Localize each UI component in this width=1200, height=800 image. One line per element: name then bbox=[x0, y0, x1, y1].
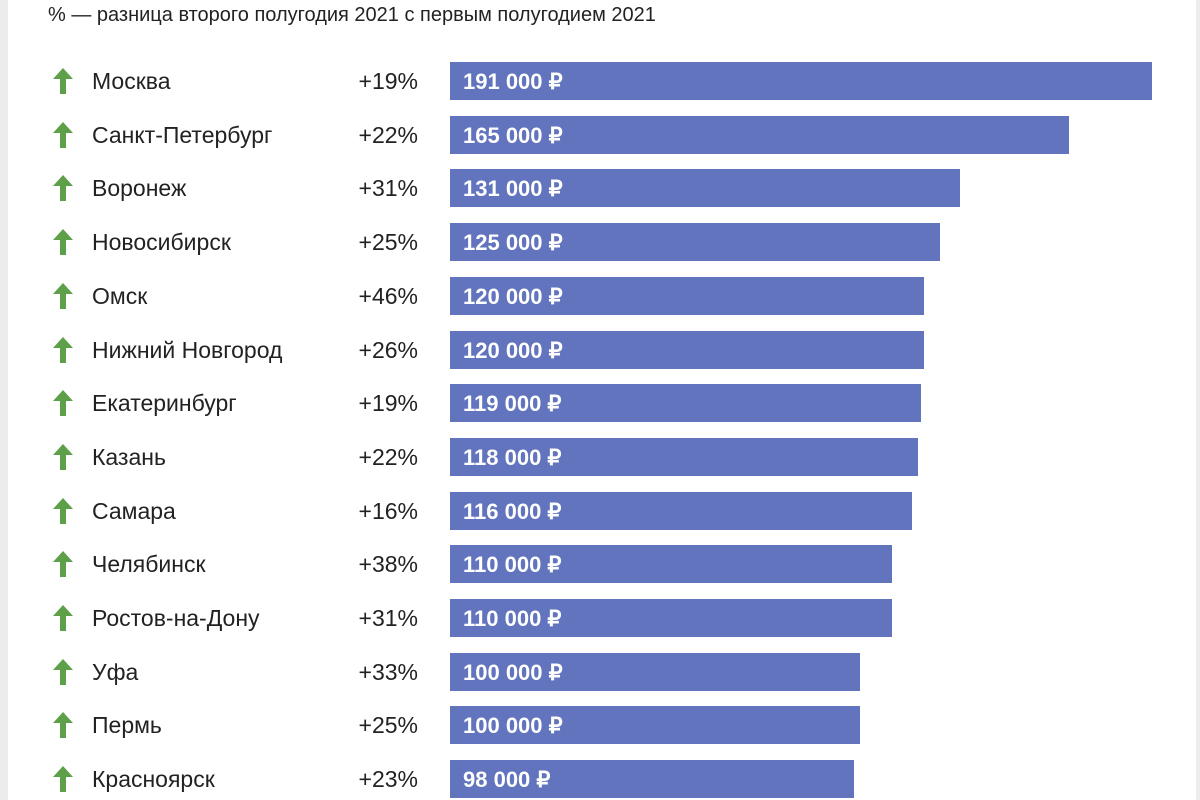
left-border bbox=[0, 0, 8, 800]
chart-row: Москва +19% 191 000 ₽ bbox=[0, 61, 1200, 101]
category-label: Москва bbox=[92, 68, 171, 94]
change-label: +19% bbox=[358, 68, 418, 94]
arrow-up-icon bbox=[53, 282, 73, 309]
change-label: +46% bbox=[358, 282, 418, 309]
category-label: Ростов-на-Дону bbox=[92, 605, 260, 631]
arrow-up-icon bbox=[53, 658, 73, 685]
change-label: +23% bbox=[358, 766, 418, 793]
value-label: 110 000 ₽ bbox=[463, 552, 562, 578]
arrow-up-icon bbox=[53, 443, 73, 470]
change-label: +22% bbox=[358, 121, 418, 148]
bar bbox=[450, 62, 1152, 100]
arrow-up-icon bbox=[53, 336, 73, 363]
arrow-up-icon bbox=[53, 175, 73, 202]
arrow-up-icon bbox=[53, 712, 73, 739]
change-label: +33% bbox=[358, 658, 418, 685]
value-label: 98 000 ₽ bbox=[463, 767, 551, 793]
change-label: +26% bbox=[358, 336, 418, 363]
change-label: +25% bbox=[358, 712, 418, 739]
value-label: 131 000 ₽ bbox=[463, 176, 563, 202]
value-label: 125 000 ₽ bbox=[463, 230, 563, 256]
chart-row: Пермь +25% 100 000 ₽ bbox=[0, 705, 1200, 745]
change-label: +22% bbox=[358, 443, 418, 470]
bar bbox=[450, 545, 893, 584]
chart-row: Самара +16% 116 000 ₽ bbox=[0, 491, 1200, 531]
category-label: Казань bbox=[92, 443, 166, 470]
bar bbox=[450, 384, 922, 423]
bar bbox=[450, 599, 893, 637]
chart-row: Челябинск +38% 110 000 ₽ bbox=[0, 544, 1200, 584]
change-label: +38% bbox=[358, 551, 418, 578]
right-border bbox=[1196, 0, 1200, 800]
chart-row: Санкт-Петербург +22% 165 000 ₽ bbox=[0, 115, 1200, 155]
chart-row: Воронеж +31% 131 000 ₽ bbox=[0, 168, 1200, 208]
arrow-up-icon bbox=[53, 68, 73, 94]
bar bbox=[450, 760, 854, 799]
chart-row: Омск +46% 120 000 ₽ bbox=[0, 276, 1200, 316]
category-label: Уфа bbox=[92, 658, 139, 685]
value-label: 116 000 ₽ bbox=[463, 498, 562, 524]
value-label: 100 000 ₽ bbox=[463, 659, 563, 685]
change-label: +25% bbox=[358, 229, 418, 256]
chart-row: Ростов-на-Дону +31% 110 000 ₽ bbox=[0, 598, 1200, 638]
bar bbox=[450, 330, 925, 369]
bar bbox=[450, 276, 925, 315]
value-label: 119 000 ₽ bbox=[463, 391, 562, 417]
category-label: Воронеж bbox=[92, 175, 187, 202]
category-label: Нижний Новгород bbox=[92, 336, 283, 363]
bar bbox=[450, 223, 941, 262]
change-label: +16% bbox=[358, 497, 418, 524]
arrow-up-icon bbox=[53, 766, 73, 793]
arrow-up-icon bbox=[53, 551, 73, 578]
arrow-up-icon bbox=[53, 121, 73, 148]
bar bbox=[450, 169, 960, 208]
category-label: Челябинск bbox=[92, 551, 206, 578]
value-label: 110 000 ₽ bbox=[463, 606, 562, 631]
category-label: Новосибирск bbox=[92, 229, 231, 256]
category-label: Екатеринбург bbox=[92, 390, 237, 417]
category-label: Самара bbox=[92, 497, 176, 524]
value-label: 120 000 ₽ bbox=[463, 337, 563, 363]
chart-row: Казань +22% 118 000 ₽ bbox=[0, 437, 1200, 477]
arrow-up-icon bbox=[53, 229, 73, 256]
chart-row: Новосибирск +25% 125 000 ₽ bbox=[0, 222, 1200, 262]
bar bbox=[450, 491, 912, 530]
chart-subtitle: % — разница второго полугодия 2021 с пер… bbox=[48, 4, 656, 26]
chart-row: Уфа +33% 100 000 ₽ bbox=[0, 652, 1200, 692]
category-label: Пермь bbox=[92, 712, 162, 739]
value-label: 100 000 ₽ bbox=[463, 713, 563, 739]
chart-row: Екатеринбург +19% 119 000 ₽ bbox=[0, 383, 1200, 423]
bar bbox=[450, 115, 1069, 154]
change-label: +31% bbox=[358, 605, 418, 631]
arrow-up-icon bbox=[53, 497, 73, 524]
bar bbox=[450, 652, 861, 691]
change-label: +31% bbox=[358, 175, 418, 202]
category-label: Омск bbox=[92, 282, 148, 309]
category-label: Санкт-Петербург bbox=[92, 121, 273, 148]
value-label: 191 000 ₽ bbox=[463, 69, 563, 94]
chart-row: Красноярск +23% 98 000 ₽ bbox=[0, 759, 1200, 799]
arrow-up-icon bbox=[53, 390, 73, 417]
bar bbox=[450, 437, 918, 476]
arrow-up-icon bbox=[53, 605, 73, 631]
value-label: 165 000 ₽ bbox=[463, 122, 563, 148]
value-label: 118 000 ₽ bbox=[463, 444, 562, 470]
value-label: 120 000 ₽ bbox=[463, 283, 563, 309]
change-label: +19% bbox=[358, 390, 418, 417]
category-label: Красноярск bbox=[92, 766, 215, 793]
bar bbox=[450, 706, 861, 745]
chart-row: Нижний Новгород +26% 120 000 ₽ bbox=[0, 330, 1200, 370]
